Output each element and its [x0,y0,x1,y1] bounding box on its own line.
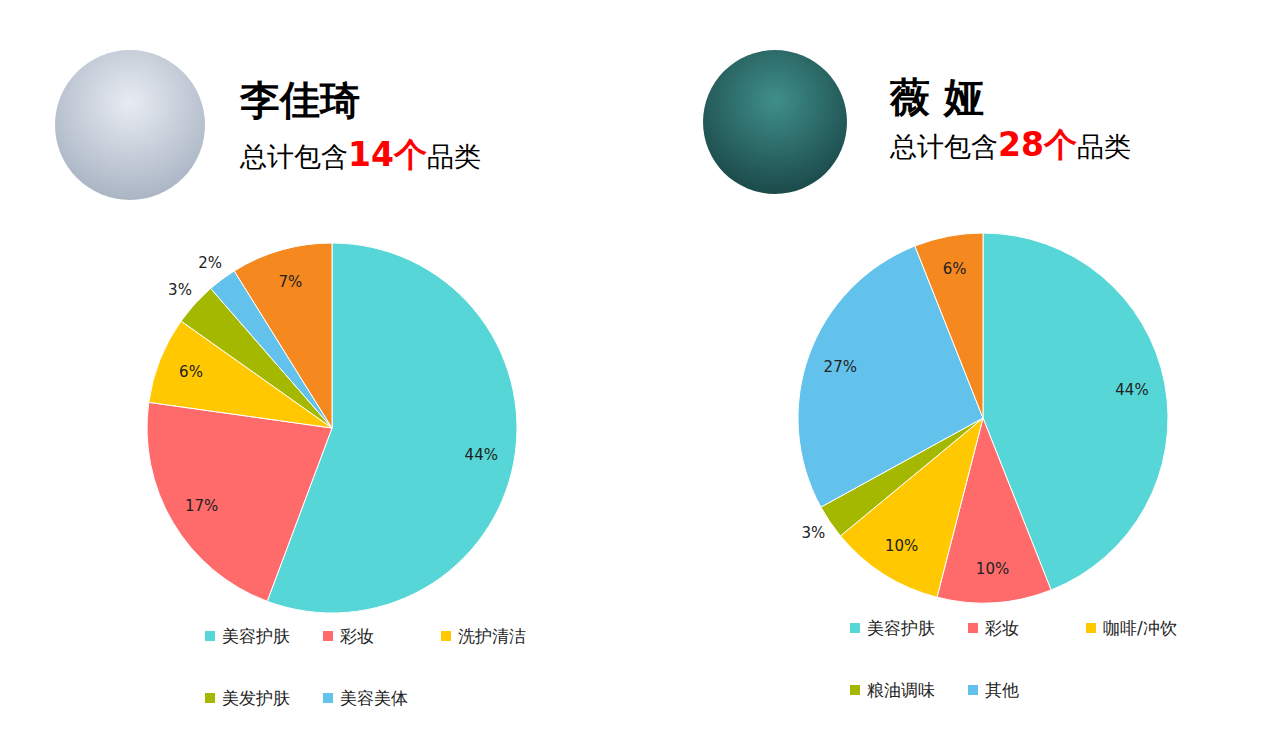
html-text:总计包含14个品类: 总计包含14个品类 [240,135,481,174]
html-text:总计包含28个品类: 总计包含28个品类 [890,125,1131,164]
svg-text:3%: 3% [168,281,192,299]
svg-text:6%: 6% [943,260,967,278]
html-text:美容美体: 美容美体 [340,688,408,708]
svg-text:44%: 44% [465,446,498,464]
svg-text:44%: 44% [1115,381,1148,399]
svg-text:17%: 17% [185,497,218,515]
svg-text:6%: 6% [179,363,203,381]
html-text:美容护肤: 美容护肤 [222,626,290,646]
svg-text:10%: 10% [976,560,1009,578]
svg-text:27%: 27% [824,358,857,376]
html-text:其他: 其他 [985,680,1019,700]
html-text:美容护肤: 美容护肤 [867,618,935,638]
html-text:薇 娅: 薇 娅 [890,74,984,120]
svg-text:3%: 3% [802,524,826,542]
html-text:李佳琦: 李佳琦 [240,77,360,123]
html-text:咖啡/冲饮: 咖啡/冲饮 [1103,618,1177,638]
html-text:彩妆: 彩妆 [340,626,374,646]
html-text:洗护清洁: 洗护清洁 [458,626,526,646]
svg-text:7%: 7% [278,273,302,291]
svg-text:10%: 10% [885,537,918,555]
html-text:美发护肤: 美发护肤 [222,688,290,708]
html-text:彩妆: 彩妆 [985,618,1019,638]
html-text:粮油调味: 粮油调味 [867,680,935,700]
svg-text:2%: 2% [198,254,222,272]
